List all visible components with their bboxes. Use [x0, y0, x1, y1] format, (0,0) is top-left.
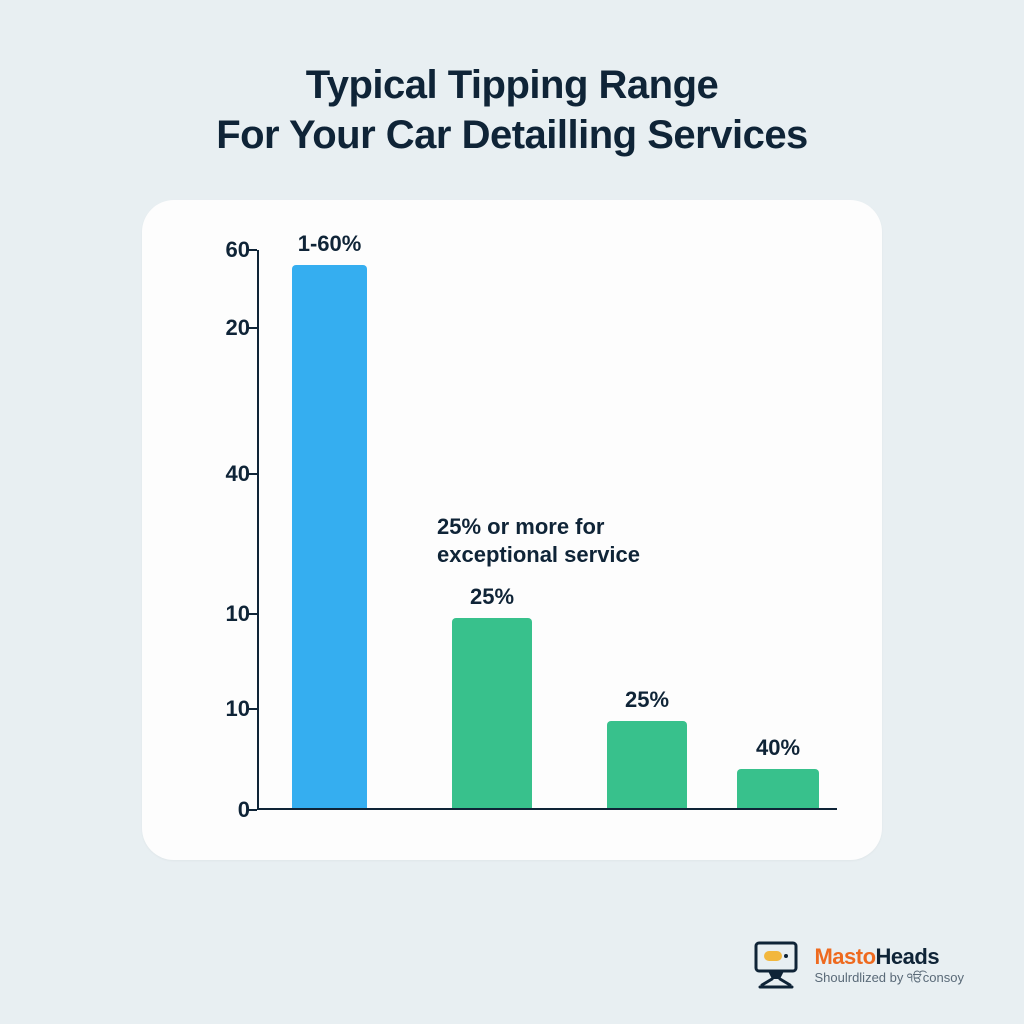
bar-3 — [737, 769, 819, 808]
title-line-2: For Your Car Detailling Services — [216, 113, 808, 157]
bar-2 — [607, 721, 687, 808]
y-tick-label: 40 — [202, 461, 250, 487]
bar-label-1: 25% — [470, 584, 514, 610]
y-tick-label: 10 — [202, 601, 250, 627]
chart-annotation: 25% or more forexceptional service — [437, 513, 640, 568]
brand-suffix: Heads — [876, 944, 940, 969]
x-axis — [257, 808, 837, 810]
y-tick-mark — [249, 613, 257, 615]
bar-label-0: 1-60% — [298, 231, 362, 257]
y-tick-label: 60 — [202, 237, 250, 263]
bar-chart: 602040101001-60%25%25%40%25% or more for… — [257, 250, 837, 810]
y-tick-label: 20 — [202, 315, 250, 341]
brand-prefix: Masto — [814, 944, 875, 969]
y-tick-label: 0 — [202, 797, 250, 823]
title-line-1: Typical Tipping Range — [306, 63, 719, 107]
y-tick-mark — [249, 473, 257, 475]
chart-title: Typical Tipping Range For Your Car Detai… — [0, 0, 1024, 160]
brand-name: MastoHeads — [814, 944, 964, 970]
y-tick-mark — [249, 249, 257, 251]
footer-branding: MastoHeads Shoulrdlized by ⁠ੴconsoy — [750, 941, 964, 989]
bar-label-2: 25% — [625, 687, 669, 713]
bar-label-3: 40% — [756, 735, 800, 761]
y-axis — [257, 250, 259, 810]
brand-tagline: Shoulrdlized by ⁠ੴconsoy — [814, 970, 964, 986]
y-tick-label: 10 — [202, 696, 250, 722]
y-tick-mark — [249, 708, 257, 710]
y-tick-mark — [249, 809, 257, 811]
logo-icon — [750, 941, 802, 989]
y-tick-mark — [249, 327, 257, 329]
bar-0 — [292, 265, 367, 808]
footer-text: MastoHeads Shoulrdlized by ⁠ੴconsoy — [814, 944, 964, 986]
bar-1 — [452, 618, 532, 808]
chart-card: 60 20 40 10 10 0 1-60% 25% 25% 40% 25% or more for… — [142, 200, 882, 860]
